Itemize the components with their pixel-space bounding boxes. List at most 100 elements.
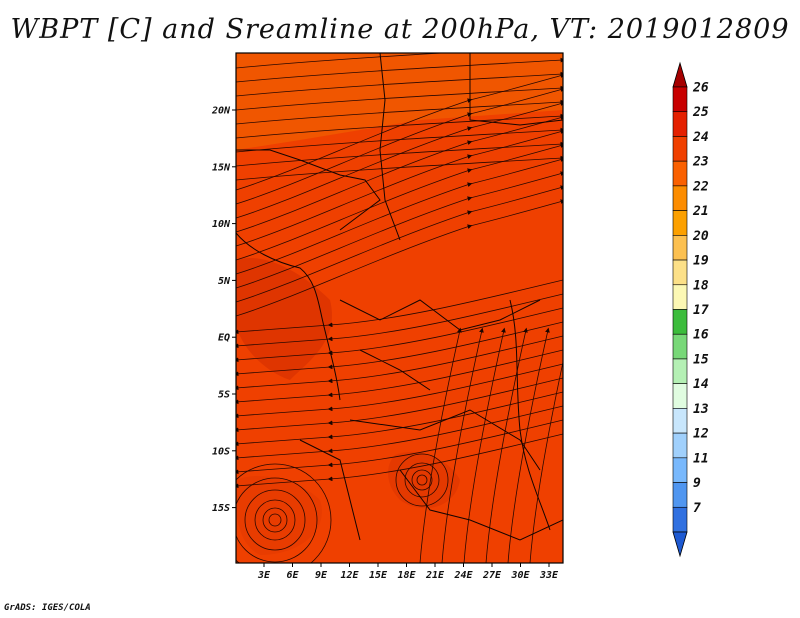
country-border (339, 299, 541, 331)
country-border (379, 53, 401, 241)
lon-label: 30E (510, 570, 530, 581)
lon-label: 21E (425, 570, 445, 581)
streamline (236, 129, 563, 247)
colorbar-label: 20 (692, 229, 709, 244)
streamline (236, 377, 563, 433)
vortex-south (416, 474, 428, 486)
colorbar-segment (672, 235, 688, 261)
colorbar-segment (672, 333, 688, 360)
colorbar-label: 17 (693, 303, 709, 318)
country-border (299, 439, 361, 541)
colorbar-segment (672, 160, 688, 187)
streamline (236, 115, 563, 233)
colorbar-label: 16 (693, 328, 709, 343)
streamline (236, 363, 563, 419)
colorbar-segment (672, 86, 688, 113)
map-border (235, 52, 564, 564)
lon-label: 24E (453, 570, 473, 581)
vortex-southwest (268, 513, 282, 527)
lat-label: 5S (218, 390, 230, 401)
vortex-south (411, 469, 433, 491)
lon-label: 9E (315, 570, 328, 581)
lat-label: 5N (218, 276, 231, 287)
colorbar-label: 9 (693, 476, 701, 491)
chart-title: WBPT [C] and Sreamline at 200hPa, VT: 20… (10, 14, 790, 45)
streamline (236, 391, 563, 447)
streamline (236, 335, 563, 391)
lat-label: 20N (211, 106, 231, 117)
colorbar-label: 15 (693, 352, 709, 367)
streamline (236, 157, 563, 275)
vortex-southwest (254, 499, 296, 541)
streamline (236, 171, 563, 289)
colorbar-segment (672, 136, 688, 162)
colorbar-label: 12 (693, 427, 709, 442)
streamline (236, 419, 563, 475)
country-border (236, 149, 381, 231)
colorbar-segment (672, 408, 688, 434)
map-axes: 20N 15N 10N 5N EQ 5S 10S 15S 3E 6E 9E 12E 15E 18E 21E 2… (211, 106, 559, 582)
vortex-southwest (236, 463, 332, 563)
streamline (485, 327, 528, 563)
wbpt-patch-south (388, 451, 460, 509)
country-border (509, 299, 551, 531)
streamline (236, 101, 563, 219)
colorbar-segment (672, 259, 688, 286)
streamline (441, 327, 484, 563)
country-border (359, 349, 431, 391)
vortex-southwest (244, 489, 306, 551)
country-border (349, 409, 541, 471)
colorbar-top-arrow (672, 61, 688, 88)
lon-label: 27E (482, 570, 502, 581)
colorbar: 26 25 24 23 22 21 20 19 18 17 16 15 14 13 12 11 9 7 (672, 61, 709, 558)
wbpt-patch-congo (236, 258, 332, 380)
map-field (236, 53, 563, 563)
grads-credit: GrADS: IGES/COLA (4, 603, 91, 613)
streamline (236, 143, 563, 261)
lat-label: 15S (212, 503, 230, 514)
lon-label: 12E (340, 570, 359, 581)
lat-label: 10N (212, 219, 231, 230)
colorbar-bottom-arrow (672, 531, 688, 558)
colorbar-segment (672, 383, 688, 409)
colorbar-segment (672, 284, 688, 310)
country-border (469, 53, 563, 126)
streamline (236, 53, 449, 69)
streamline (463, 327, 506, 563)
vortex-south (404, 462, 440, 498)
streamline (236, 185, 563, 303)
streamline (236, 87, 563, 205)
colorbar-label: 19 (693, 254, 709, 269)
lon-label: 33E (539, 570, 559, 581)
lat-label: 10S (212, 446, 230, 457)
colorbar-label: 24 (692, 130, 709, 145)
lat-label: 15N (212, 162, 231, 173)
colorbar-segment (672, 210, 688, 236)
lat-label: EQ (218, 333, 230, 344)
streamline (236, 405, 563, 461)
colorbar-segment (672, 111, 688, 137)
colorbar-segment (672, 358, 688, 384)
map-frame (235, 52, 564, 564)
streamline (507, 327, 550, 563)
colorbar-label: 23 (692, 155, 709, 170)
streamline (236, 349, 563, 405)
country-border (399, 469, 563, 541)
colorbar-segment (672, 432, 688, 459)
vortex-southwest (262, 507, 288, 533)
colorbar-label: 7 (693, 501, 701, 516)
colorbar-label: 22 (692, 179, 709, 194)
lon-label: 15E (369, 570, 388, 581)
vortex-south (395, 453, 449, 507)
streamline (236, 57, 563, 83)
streamline (236, 199, 563, 317)
colorbar-label: 11 (693, 451, 709, 466)
colorbar-segment (672, 506, 688, 533)
colorbar-segment (672, 185, 688, 211)
streamline (236, 321, 563, 377)
lon-label: 3E (257, 570, 271, 581)
streamline (419, 327, 462, 563)
colorbar-label: 18 (693, 278, 709, 293)
colorbar-label: 21 (692, 204, 709, 219)
